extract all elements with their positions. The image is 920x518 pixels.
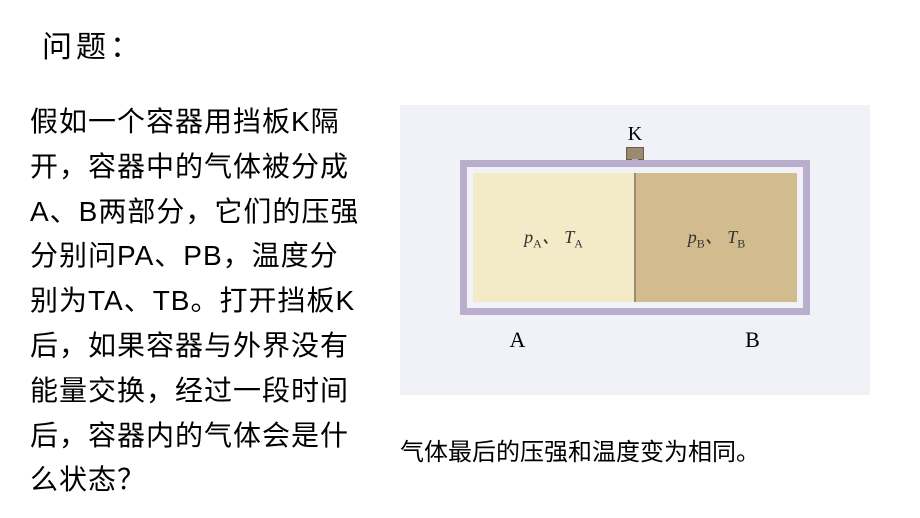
- container-outline: pA、 TA pB、 TB: [460, 160, 810, 315]
- chamber-a-label: pA、 TA: [524, 223, 583, 252]
- k-label: K: [628, 123, 642, 146]
- bottom-labels: A B: [400, 327, 870, 353]
- container-diagram: K pA、 TA pB、 TB A B: [400, 105, 870, 395]
- chamber-b: pB、 TB: [636, 173, 797, 302]
- chamber-a: pA、 TA: [473, 173, 636, 302]
- page-title: 问题：: [42, 22, 144, 66]
- problem-text: 假如一个容器用挡板K隔开，容器中的气体被分成A、B两部分，它们的压强分别问PA、…: [30, 100, 360, 503]
- answer-text: 气体最后的压强和温度变为相同。: [400, 432, 760, 467]
- chamber-row: pA、 TA pB、 TB: [467, 167, 803, 308]
- label-a: A: [400, 327, 635, 353]
- label-b: B: [635, 327, 870, 353]
- chamber-b-label: pB、 TB: [688, 223, 746, 252]
